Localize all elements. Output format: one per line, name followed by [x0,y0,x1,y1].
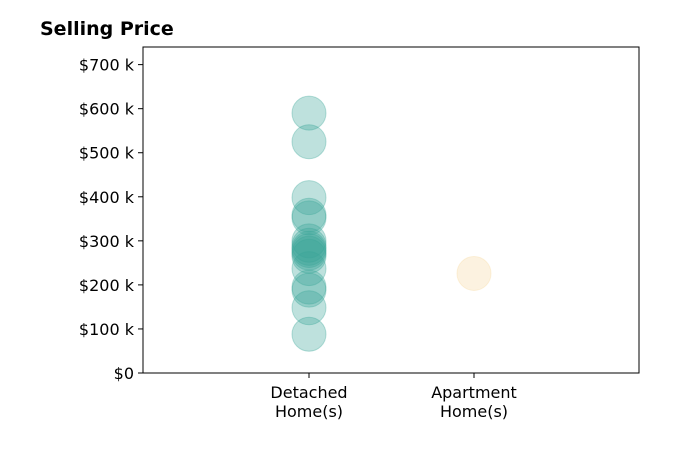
chart-title: Selling Price [40,18,174,40]
x-axis: Detached Home(s) Apartment Home(s) [270,373,517,421]
y-tick-label: $100 k [79,320,135,339]
data-point [291,235,327,271]
data-point [291,269,327,305]
data-points [291,95,492,352]
data-point [291,124,327,160]
data-point [291,95,327,131]
data-point [291,233,327,269]
y-tick-label: $400 k [79,188,135,207]
y-tick-label: $0 [114,364,134,383]
data-point [456,255,492,291]
data-point [291,180,327,216]
data-point [291,238,327,274]
y-tick-label: $600 k [79,100,135,119]
data-point [291,230,327,266]
data-point [291,316,327,352]
data-point [291,197,327,233]
data-point [291,272,327,308]
data-point [291,290,327,326]
data-point [291,227,327,263]
plot-area [142,46,640,374]
data-point [291,223,327,259]
y-axis: $0 $100 k $200 k $300 k $400 k $500 k $600 k $7… [79,56,143,383]
x-tick-label: Detached Home(s) [270,383,347,421]
y-tick-label: $500 k [79,144,135,163]
y-tick-label: $200 k [79,276,135,295]
y-tick-label: $300 k [79,232,135,251]
data-point [291,251,327,287]
data-point [291,200,327,236]
x-tick-label: Apartment Home(s) [431,383,517,421]
y-tick-label: $700 k [79,56,135,75]
